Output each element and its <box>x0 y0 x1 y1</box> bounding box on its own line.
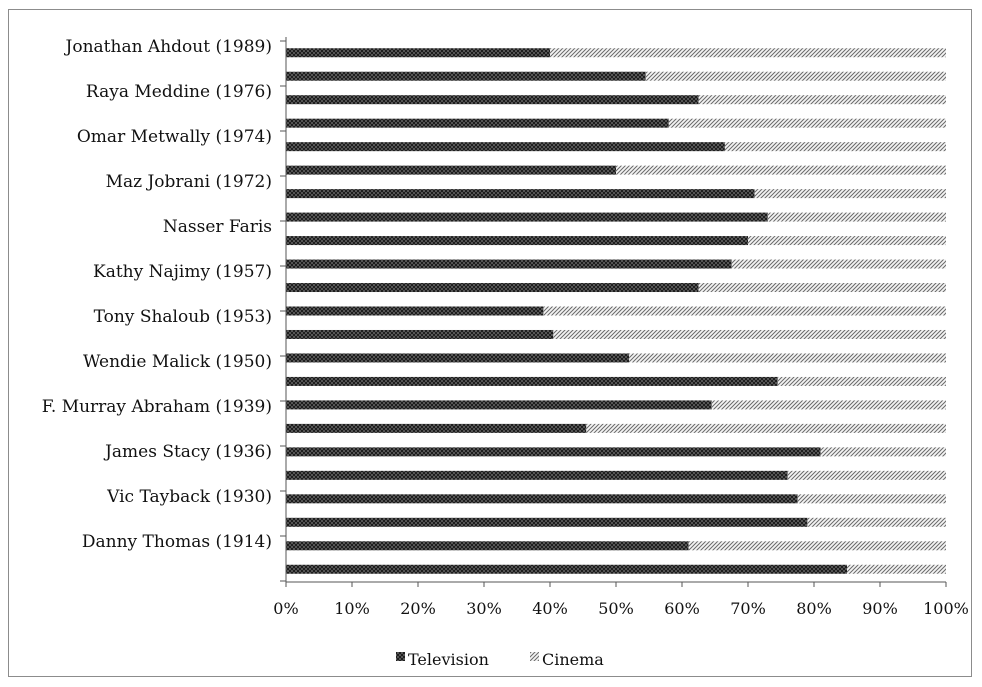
x-tick-label: 20% <box>400 599 436 618</box>
legend-label-cinema: Cinema <box>542 650 604 669</box>
bar-cinema <box>553 329 946 339</box>
bar-cinema <box>698 283 946 293</box>
bar-cinema <box>777 376 946 386</box>
bar-television <box>286 236 748 246</box>
bar-cinema <box>820 447 946 457</box>
bar-cinema <box>629 353 946 363</box>
bar-cinema <box>807 517 946 527</box>
bar-television <box>286 564 847 574</box>
bar-cinema <box>787 470 946 480</box>
bar-cinema <box>847 564 946 574</box>
legend: Television Cinema <box>396 650 604 669</box>
bar-cinema <box>698 95 946 105</box>
category-label: Maz Jobrani (1972) <box>106 172 272 192</box>
bar-cinema <box>754 189 946 199</box>
bars-group <box>286 48 946 574</box>
category-label: Kathy Najimy (1957) <box>93 262 272 282</box>
x-tick-label: 70% <box>730 599 766 618</box>
category-label: Wendie Malick (1950) <box>83 352 272 372</box>
bar-television <box>286 283 699 293</box>
x-tick-label: 10% <box>334 599 370 618</box>
bar-television <box>286 376 778 386</box>
bar-cinema <box>543 306 946 316</box>
category-label: Omar Metwally (1974) <box>77 127 272 147</box>
bar-television <box>286 353 630 363</box>
x-tick-label: 100% <box>923 599 969 618</box>
bar-cinema <box>748 236 946 246</box>
category-label: Jonathan Ahdout (1989) <box>64 37 272 57</box>
category-label: F. Murray Abraham (1939) <box>42 397 272 417</box>
bar-cinema <box>645 71 946 81</box>
category-label: Raya Meddine (1976) <box>86 82 272 102</box>
bar-cinema <box>668 118 946 128</box>
x-tick-label: 60% <box>664 599 700 618</box>
bar-cinema <box>797 494 946 504</box>
bar-television <box>286 306 544 316</box>
x-tick-label: 50% <box>598 599 634 618</box>
axes-group <box>280 37 947 587</box>
bar-television <box>286 329 554 339</box>
stacked-bar-chart: Jonathan Ahdout (1989) Raya Meddine (1976… <box>42 37 969 669</box>
legend-swatch-cinema <box>530 652 539 661</box>
category-labels: Jonathan Ahdout (1989) Raya Meddine (1976… <box>42 37 272 552</box>
bar-television <box>286 423 587 433</box>
bar-cinema <box>724 142 946 152</box>
bar-television <box>286 259 732 269</box>
x-tick-label: 80% <box>796 599 832 618</box>
bar-cinema <box>616 165 946 175</box>
category-label: Nasser Faris <box>163 217 272 237</box>
bar-television <box>286 400 712 410</box>
bar-television <box>286 517 808 527</box>
bar-television <box>286 541 689 551</box>
bar-television <box>286 470 788 480</box>
legend-label-television: Television <box>408 650 489 669</box>
bar-television <box>286 189 755 199</box>
x-tick-label: 0% <box>273 599 298 618</box>
chart-frame: Jonathan Ahdout (1989) Raya Meddine (1976… <box>8 9 972 677</box>
category-label: James Stacy (1936) <box>103 442 272 462</box>
bar-television <box>286 165 616 175</box>
bar-television <box>286 95 699 105</box>
bar-cinema <box>586 423 946 433</box>
x-tick-label: 30% <box>466 599 502 618</box>
x-tick-label: 90% <box>862 599 898 618</box>
bar-cinema <box>688 541 946 551</box>
bar-cinema <box>711 400 946 410</box>
x-tick-label: 40% <box>532 599 568 618</box>
bar-television <box>286 118 669 128</box>
bar-television <box>286 48 550 58</box>
bar-cinema <box>550 48 946 58</box>
legend-swatch-television <box>396 652 405 661</box>
x-tick-labels: 0% 10% 20% 30% 40% 50% 60% 70% 80% 90% 100% <box>273 599 969 618</box>
category-label: Vic Tayback (1930) <box>106 487 272 507</box>
bar-television <box>286 447 821 457</box>
category-label: Tony Shaloub (1953) <box>94 307 272 327</box>
bar-cinema <box>767 212 946 222</box>
bar-television <box>286 494 798 504</box>
bar-television <box>286 142 725 152</box>
bar-television <box>286 212 768 222</box>
bar-cinema <box>731 259 946 269</box>
category-label: Danny Thomas (1914) <box>82 532 272 552</box>
bar-television <box>286 71 646 81</box>
